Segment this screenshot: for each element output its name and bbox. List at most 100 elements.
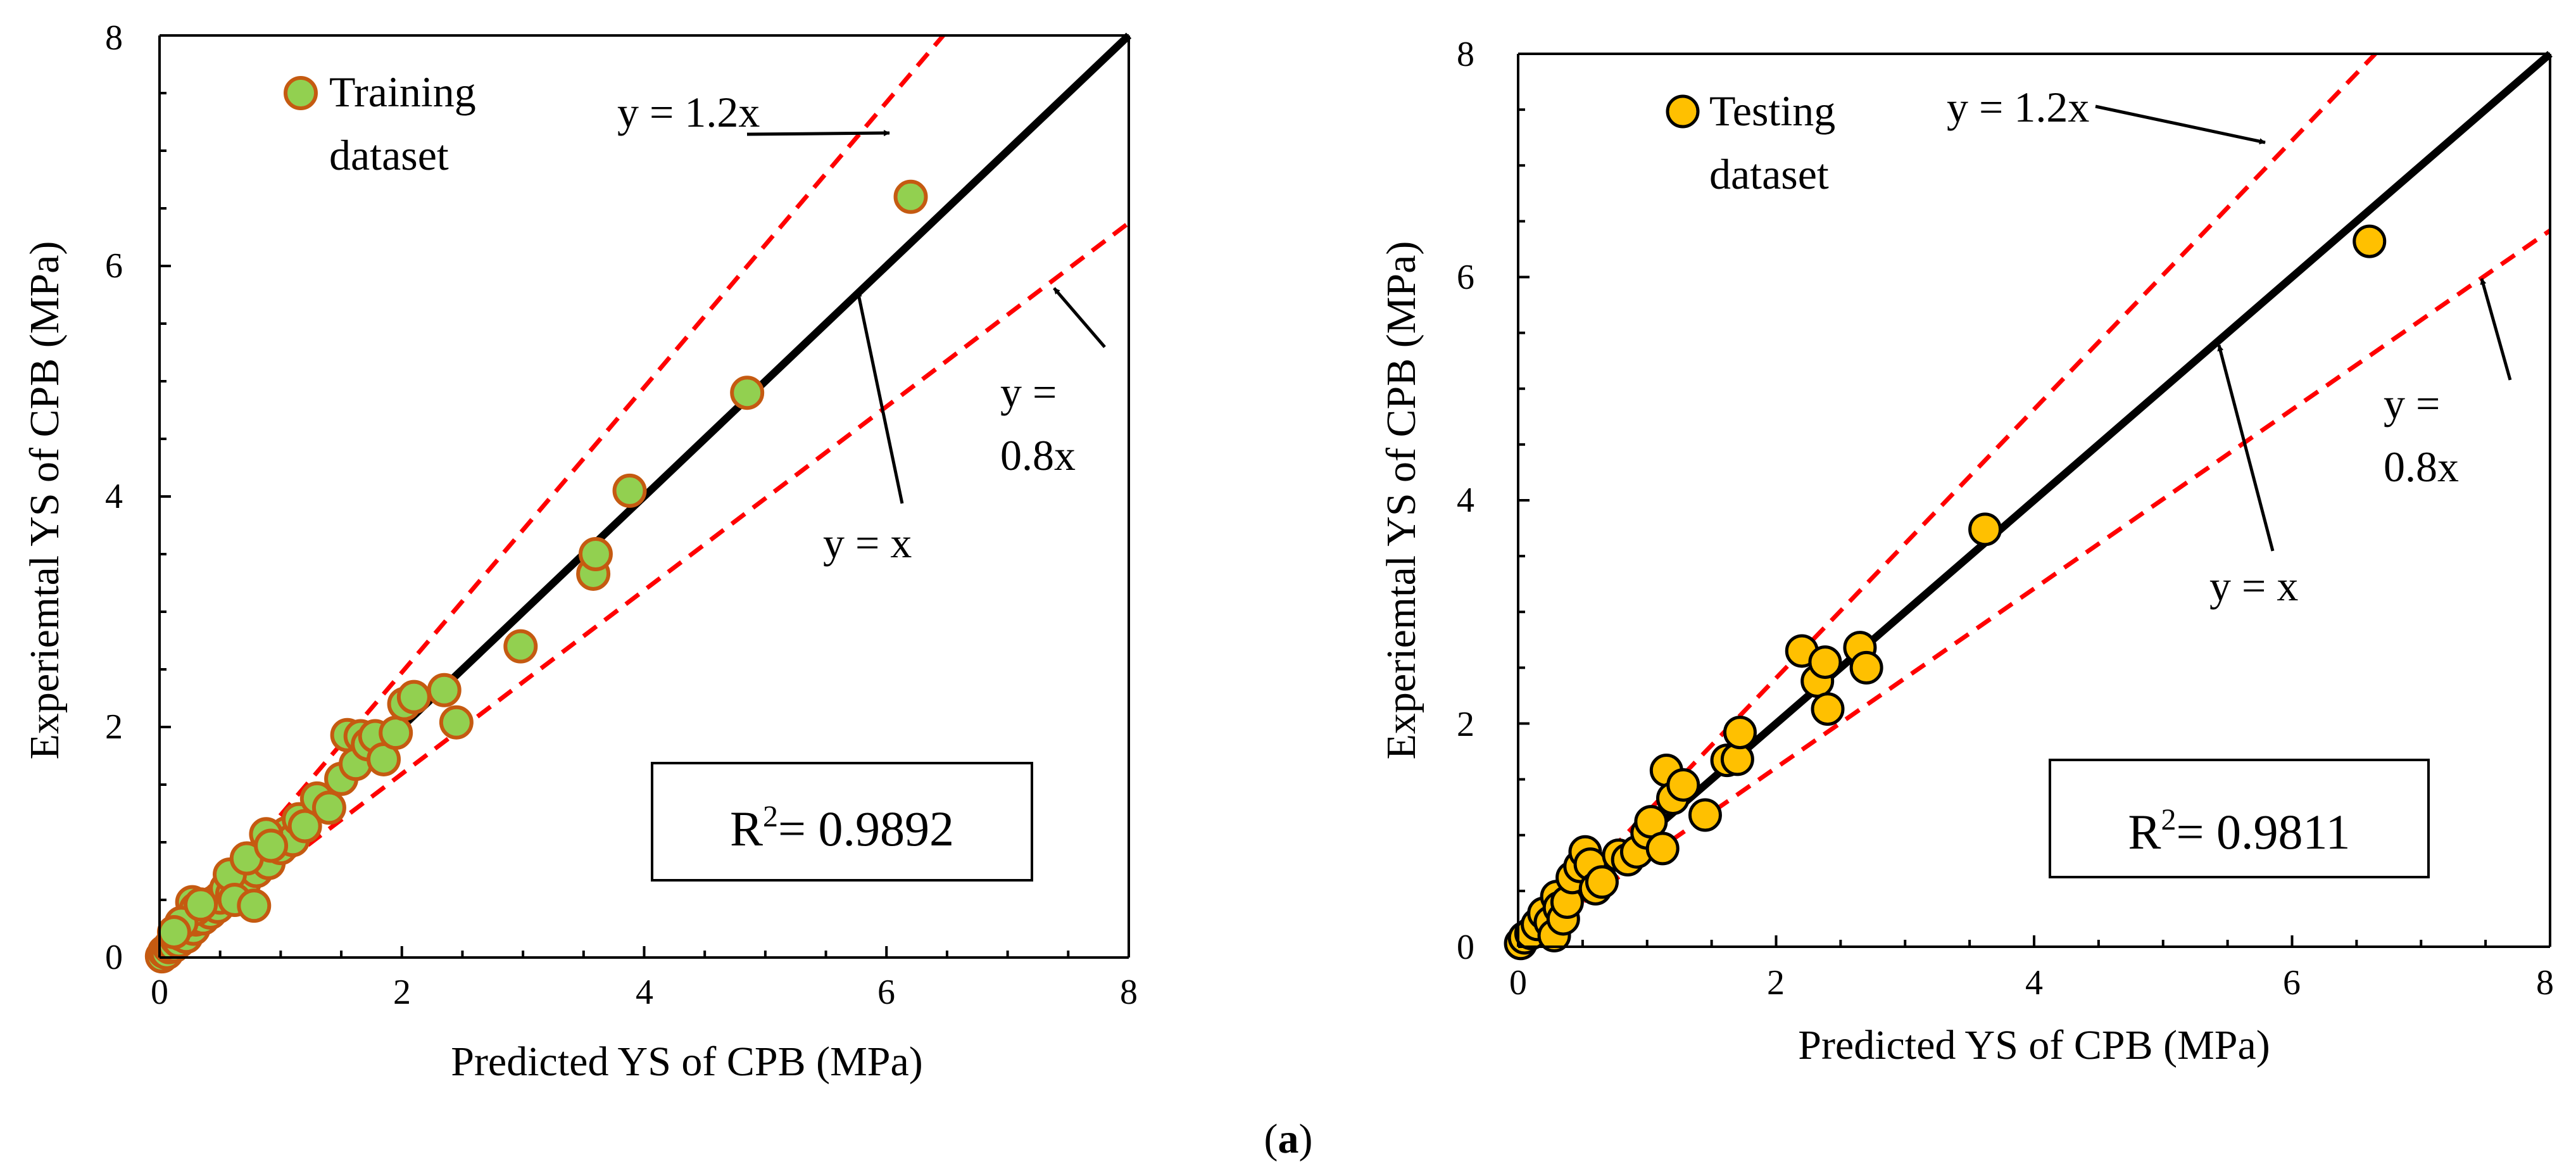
testing-annotation-lower-1: y = bbox=[2384, 379, 2440, 427]
testing-legend-line1: Testing bbox=[1709, 87, 1835, 135]
training-arrow-lower bbox=[1053, 287, 1106, 348]
testing-x-tick-label: 2 bbox=[1767, 963, 1785, 1002]
testing-r2-label: R bbox=[2128, 804, 2161, 859]
training-data-point bbox=[893, 179, 928, 214]
testing-r2-text: R2= 0.9811 bbox=[2128, 803, 2350, 859]
testing-y-tick-label: 0 bbox=[1457, 928, 1474, 967]
testing-x-tick-label: 0 bbox=[1509, 963, 1527, 1002]
testing-legend: Testing dataset bbox=[1666, 87, 1835, 198]
training-legend-line1: Training bbox=[329, 68, 476, 116]
training-y-tick-label: 4 bbox=[105, 477, 123, 516]
training-r2-value: = 0.9892 bbox=[778, 801, 954, 856]
testing-data-point bbox=[1849, 650, 1883, 685]
testing-y-tick-label: 8 bbox=[1457, 35, 1474, 74]
testing-data-point bbox=[1811, 692, 1845, 726]
training-x-axis-title: Predicted YS of CPB (MPa) bbox=[451, 1039, 923, 1085]
testing-y-tick-label: 4 bbox=[1457, 481, 1474, 520]
testing-legend-marker bbox=[1666, 94, 1700, 129]
training-x-tick-label: 2 bbox=[393, 973, 411, 1012]
testing-r2-box: R2= 0.9811 bbox=[2049, 759, 2430, 878]
testing-arrow-upper bbox=[2095, 104, 2266, 145]
training-annotation-lower-2: 0.8x bbox=[1000, 431, 1076, 479]
testing-data-point bbox=[1666, 768, 1700, 802]
training-arrow-identity bbox=[855, 291, 904, 504]
training-upper-bound-line bbox=[158, 34, 945, 959]
training-y-tick-label: 0 bbox=[105, 938, 123, 977]
testing-data-point bbox=[1968, 512, 2002, 547]
testing-data-point bbox=[2353, 224, 2387, 258]
testing-panel: 0 2 4 6 8 0 2 4 6 8 Predicted YS of CPB … bbox=[1378, 35, 2554, 1068]
training-x-tick-label: 0 bbox=[151, 973, 168, 1012]
testing-data-point bbox=[1808, 645, 1842, 680]
testing-x-tick-labels: 0 2 4 6 8 bbox=[1509, 963, 2554, 1002]
testing-r2-value: = 0.9811 bbox=[2176, 804, 2350, 859]
training-arrow-upper bbox=[746, 130, 890, 137]
training-data-point bbox=[156, 914, 191, 949]
testing-data-point bbox=[1585, 865, 1619, 899]
training-plot-area bbox=[144, 32, 1132, 974]
training-ticks bbox=[158, 34, 1130, 959]
testing-upper-bound-line bbox=[1516, 52, 2377, 949]
training-r2-box: R2= 0.9892 bbox=[651, 762, 1033, 882]
testing-lower-bound-line bbox=[1517, 229, 2551, 949]
testing-legend-line2: dataset bbox=[1709, 150, 1829, 198]
testing-plot-area bbox=[1504, 51, 2553, 961]
testing-arrow-identity bbox=[2217, 345, 2275, 552]
training-annotation-upper: y = 1.2x bbox=[617, 88, 760, 136]
testing-r2-frame bbox=[2049, 759, 2430, 878]
training-data-point bbox=[184, 887, 218, 922]
training-lower-bound-line bbox=[158, 221, 1131, 959]
figure-caption: (a) bbox=[1264, 1116, 1313, 1162]
testing-annotation-upper: y = 1.2x bbox=[1947, 83, 2089, 131]
training-r2-label: R bbox=[730, 801, 763, 856]
testing-x-tick-label: 4 bbox=[2025, 963, 2043, 1002]
training-legend-line2: dataset bbox=[329, 131, 449, 179]
training-y-tick-label: 8 bbox=[105, 18, 123, 58]
testing-annotation-identity: y = x bbox=[2209, 562, 2298, 610]
training-x-tick-label: 6 bbox=[877, 973, 895, 1012]
training-data-point bbox=[237, 888, 272, 923]
training-data-point bbox=[612, 473, 647, 508]
training-panel: 0 2 4 6 8 0 2 4 6 8 Predicted YS of CPB … bbox=[22, 18, 1138, 1085]
testing-data-point bbox=[1688, 798, 1722, 832]
training-annotation-lower-1: y = bbox=[1000, 368, 1057, 416]
training-y-tick-label: 2 bbox=[105, 707, 123, 747]
testing-r2-superscript: 2 bbox=[2161, 803, 2176, 837]
testing-x-axis-title: Predicted YS of CPB (MPa) bbox=[1798, 1022, 2270, 1068]
training-legend-marker bbox=[284, 76, 318, 110]
training-x-tick-label: 8 bbox=[1120, 973, 1138, 1012]
training-data-point bbox=[379, 716, 413, 750]
training-x-tick-labels: 0 2 4 6 8 bbox=[151, 973, 1138, 1012]
caption-open: ( bbox=[1264, 1116, 1278, 1162]
training-r2-text: R2= 0.9892 bbox=[730, 800, 954, 856]
training-r2-frame bbox=[651, 762, 1033, 882]
training-points bbox=[144, 179, 928, 974]
training-data-point bbox=[427, 673, 462, 707]
caption-close: ) bbox=[1299, 1116, 1313, 1162]
training-data-point bbox=[287, 809, 322, 844]
testing-points bbox=[1504, 224, 2387, 961]
training-data-point bbox=[254, 828, 289, 863]
training-data-point bbox=[578, 537, 613, 571]
testing-y-tick-label: 6 bbox=[1457, 258, 1474, 297]
training-data-point bbox=[730, 376, 765, 410]
training-legend: Training dataset bbox=[284, 68, 476, 179]
training-annotation-identity: y = x bbox=[823, 519, 912, 567]
testing-y-axis-title: Experiemtal YS of CPB (MPa) bbox=[1378, 241, 1424, 760]
testing-y-tick-labels: 0 2 4 6 8 bbox=[1457, 35, 1474, 967]
training-r2-superscript: 2 bbox=[763, 800, 778, 833]
testing-annotation-lower-2: 0.8x bbox=[2384, 443, 2459, 491]
testing-x-tick-label: 6 bbox=[2283, 963, 2301, 1002]
caption-letter: a bbox=[1278, 1116, 1299, 1162]
testing-data-point bbox=[1645, 831, 1680, 866]
training-data-point bbox=[439, 705, 474, 740]
testing-data-point bbox=[1723, 716, 1757, 750]
testing-y-tick-label: 2 bbox=[1457, 705, 1474, 744]
testing-arrow-lower bbox=[2480, 278, 2512, 381]
training-data-point bbox=[503, 629, 538, 664]
training-y-axis-title: Experiemtal YS of CPB (MPa) bbox=[22, 241, 68, 760]
testing-ticks bbox=[1517, 53, 2551, 948]
training-data-point bbox=[396, 680, 431, 714]
training-y-tick-label: 6 bbox=[105, 246, 123, 286]
